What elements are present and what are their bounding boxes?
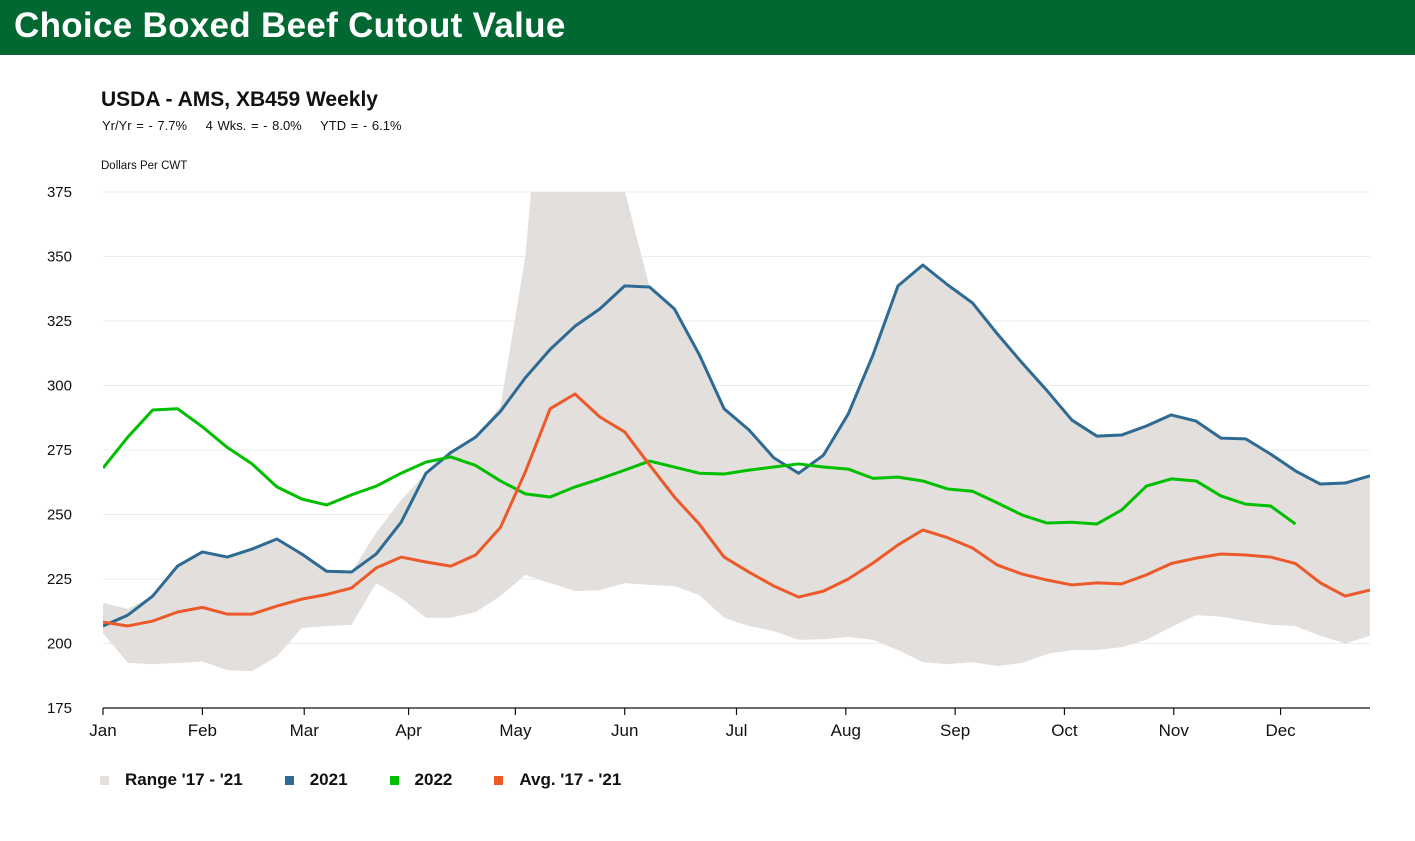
y-tick-label: 300 [47, 378, 72, 395]
x-tick-label: Jun [611, 721, 638, 740]
legend-item-range: Range '17 - '21 [100, 770, 243, 790]
legend-item-2021: 2021 [284, 770, 348, 790]
stat-yr-yr: Yr/Yr = - 7.7% [102, 118, 187, 133]
range-area [103, 192, 1370, 672]
y-axis-label: Dollars Per CWT [101, 160, 188, 172]
stat-4-wks: 4 Wks. = - 8.0% [205, 118, 302, 133]
legend-swatch-range [100, 775, 109, 785]
legend-swatch-2022 [389, 775, 399, 785]
y-tick-label: 375 [47, 184, 72, 201]
legend-label: 2022 [414, 770, 453, 789]
page-title: Choice Boxed Beef Cutout Value [14, 6, 566, 45]
y-tick-label: 175 [47, 700, 72, 717]
y-tick-label: 200 [47, 636, 72, 653]
stats-line: Yr/Yr = - 7.7% 4 Wks. = - 8.0% YTD = - 6… [102, 118, 416, 133]
legend-label: 2021 [309, 770, 348, 789]
legend-label: Avg. '17 - '21 [519, 770, 622, 789]
legend: Range '17 - '21 2021 2022 Avg. '17 - '21 [100, 770, 663, 790]
legend-swatch-2021 [284, 775, 294, 785]
x-tick-label: Mar [290, 721, 320, 740]
x-tick-label: Aug [831, 721, 861, 740]
chart: 175 200 225 250 275 300 325 350 375 Jan Feb Mar Apr M… [47, 184, 1370, 740]
y-tick-label: 350 [47, 249, 72, 266]
x-tick-label: Jul [726, 721, 748, 740]
x-tick-label: May [499, 721, 532, 740]
series-line-2021 [103, 263, 1370, 628]
x-tick-label: Sep [940, 721, 970, 740]
legend-label: Range '17 - '21 [125, 770, 243, 789]
y-tick-label: 225 [47, 571, 72, 588]
chart-subtitle: USDA - AMS, XB459 Weekly [101, 88, 378, 111]
stat-ytd: YTD = - 6.1% [320, 118, 402, 133]
x-tick-label: Nov [1159, 721, 1190, 740]
x-tick-label: Oct [1051, 721, 1078, 740]
y-tick-label: 275 [47, 442, 72, 459]
series-line-avg [103, 392, 1370, 628]
legend-item-avg: Avg. '17 - '21 [494, 770, 621, 790]
x-tick-label: Jan [89, 721, 116, 740]
series-line-2022 [103, 407, 1297, 526]
x-tick-label: Apr [395, 721, 422, 740]
x-tick-label: Feb [188, 721, 217, 740]
y-tick-label: 250 [47, 507, 72, 524]
title-banner: Choice Boxed Beef Cutout Value [0, 0, 1415, 55]
legend-item-2022: 2022 [389, 770, 453, 790]
x-tick-label: Dec [1265, 721, 1296, 740]
y-tick-label: 325 [47, 313, 72, 330]
legend-swatch-avg [494, 775, 504, 785]
